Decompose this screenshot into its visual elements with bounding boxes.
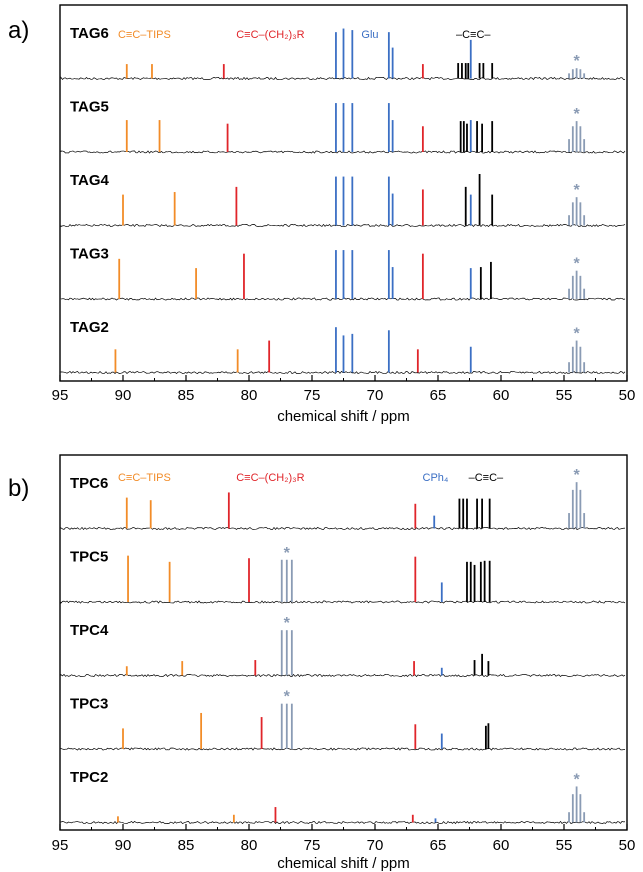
panel-a: a) C≡C–TIPS C≡C–(CH₂)₃R Glu –C≡C–TAG6*TAG5 *T… <box>8 4 636 425</box>
x-tick-label: 75 <box>304 387 321 404</box>
spectrum-label: TPC2 <box>70 769 108 786</box>
baseline-noise <box>60 600 626 605</box>
solvent-asterisk: * <box>573 256 580 273</box>
spectrum-tag5: TAG5 * <box>60 99 626 154</box>
legend-label: –C≡C– <box>456 29 491 41</box>
solvent-asterisk: * <box>573 53 580 70</box>
spectrum-label: TPC4 <box>70 622 109 639</box>
legend-label: C≡C–TIPS <box>118 472 171 484</box>
spectrum-tag2: TAG2 * <box>60 319 626 375</box>
spectrum-label: TPC6 <box>70 475 108 492</box>
spectrum-tpc2: TPC2 * <box>60 769 626 825</box>
baseline-noise <box>60 150 626 154</box>
x-tick-label: 65 <box>430 387 447 404</box>
baseline-noise <box>60 526 626 531</box>
x-tick-label: 65 <box>430 837 447 854</box>
x-tick-label: 95 <box>52 837 69 854</box>
x-tick-label: 85 <box>178 837 195 854</box>
spectrum-label: TPC3 <box>70 696 108 713</box>
x-tick-label: 55 <box>556 387 573 404</box>
x-tick-label: 50 <box>619 387 636 404</box>
legend-label: CPh₄ <box>423 472 449 484</box>
solvent-asterisk: * <box>573 771 580 788</box>
baseline-noise <box>60 223 626 228</box>
spectrum-label: TAG4 <box>70 172 110 189</box>
panel-b: b) C≡C–TIPS C≡C–(CH₂)₃R CPh₄ –C≡C– TPC6 * TPC5 *… <box>8 454 636 872</box>
legend-label: –C≡C– <box>469 472 504 484</box>
legend-label: C≡C–TIPS <box>118 29 171 41</box>
spectrum-tpc4: TPC4 * <box>60 615 626 678</box>
x-tick-label: 55 <box>556 837 573 854</box>
baseline-noise <box>60 747 626 751</box>
baseline-noise <box>60 820 626 825</box>
x-tick-label: 90 <box>115 387 132 404</box>
legend-label: Glu <box>361 29 378 41</box>
x-tick-label: 70 <box>367 387 384 404</box>
plot-frame <box>59 454 628 831</box>
baseline-noise <box>60 673 626 678</box>
x-tick-label: 60 <box>493 837 510 854</box>
solvent-asterisk: * <box>284 689 291 706</box>
x-tick-label: 60 <box>493 387 510 404</box>
spectrum-tag6: TAG6 * <box>60 25 626 81</box>
solvent-asterisk: * <box>573 467 580 484</box>
spectrum-tag3: TAG3 * <box>60 246 626 301</box>
x-tick-label: 50 <box>619 837 636 854</box>
solvent-asterisk: * <box>573 182 580 199</box>
baseline-noise <box>60 76 626 81</box>
solvent-asterisk: * <box>284 615 291 632</box>
x-tick-label: 95 <box>52 387 69 404</box>
x-tick-label: 90 <box>115 837 132 854</box>
x-tick-label: 70 <box>367 837 384 854</box>
spectrum-label: TAG5 <box>70 99 109 116</box>
x-tick-label: 75 <box>304 837 321 854</box>
panel-label: a) <box>8 17 29 44</box>
spectrum-label: TAG6 <box>70 25 109 42</box>
spectrum-tpc6: TPC6 * <box>60 467 626 531</box>
legend-label: C≡C–(CH₂)₃R <box>236 472 304 484</box>
x-tick-label: 85 <box>178 387 195 404</box>
spectrum-label: TPC5 <box>70 549 108 566</box>
solvent-asterisk: * <box>573 106 580 123</box>
baseline-noise <box>60 297 626 301</box>
baseline-noise <box>60 370 626 375</box>
spectrum-label: TAG3 <box>70 246 109 263</box>
solvent-asterisk: * <box>284 545 291 562</box>
spectrum-tpc5: TPC5 * <box>60 545 626 605</box>
x-axis-label: chemical shift / ppm <box>277 855 410 872</box>
x-tick-label: 80 <box>241 837 258 854</box>
x-axis-label: chemical shift / ppm <box>277 408 410 425</box>
spectrum-tpc3: TPC3 * <box>60 689 626 751</box>
legend-label: C≡C–(CH₂)₃R <box>236 29 304 41</box>
spectrum-label: TAG2 <box>70 319 109 336</box>
x-tick-label: 80 <box>241 387 258 404</box>
spectrum-tag4: TAG4 * <box>60 172 626 228</box>
solvent-asterisk: * <box>573 326 580 343</box>
panel-label: b) <box>8 475 29 502</box>
